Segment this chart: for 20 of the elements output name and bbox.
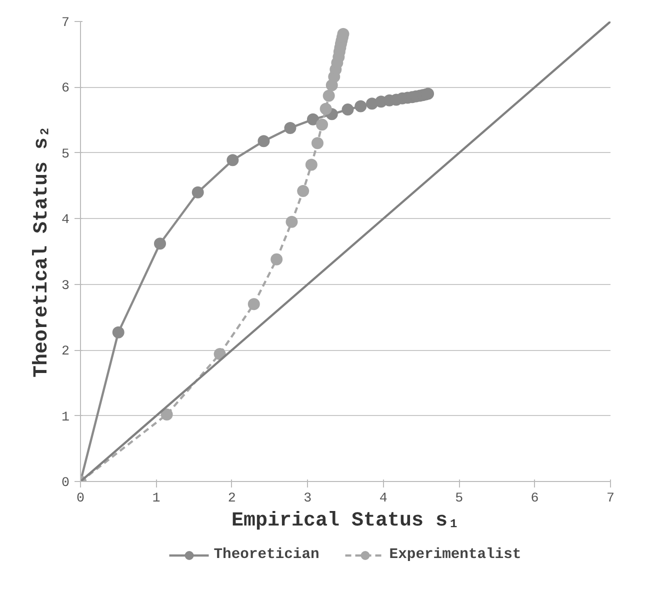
x-tick-label: 5 [455,492,464,506]
x-tick-label: 4 [379,492,388,506]
legend-label: Experimentalist [389,547,522,563]
x-tick-label: 1 [152,492,160,506]
y-tick-label: 1 [62,410,70,426]
y-tick-label: 3 [62,278,70,294]
y-tick-label: 4 [62,213,70,228]
x-tick-label: 2 [228,492,236,506]
y-tick-label: 7 [62,16,70,31]
x-axis-title: Empirical Status s₁ [231,510,460,532]
y-tick-label: 0 [62,476,70,491]
x-tick-label: 3 [304,492,312,506]
y-tick-label: 2 [62,344,70,360]
y-axis-title: Theoretical Status s₂ [30,125,54,378]
x-tick-label: 7 [606,492,614,506]
y-tick-label: 5 [62,147,70,162]
x-tick-label: 6 [530,492,539,506]
legend-label: Theoretician [214,547,320,563]
x-tick-label: 0 [76,492,84,506]
y-tick-label: 6 [62,82,70,97]
